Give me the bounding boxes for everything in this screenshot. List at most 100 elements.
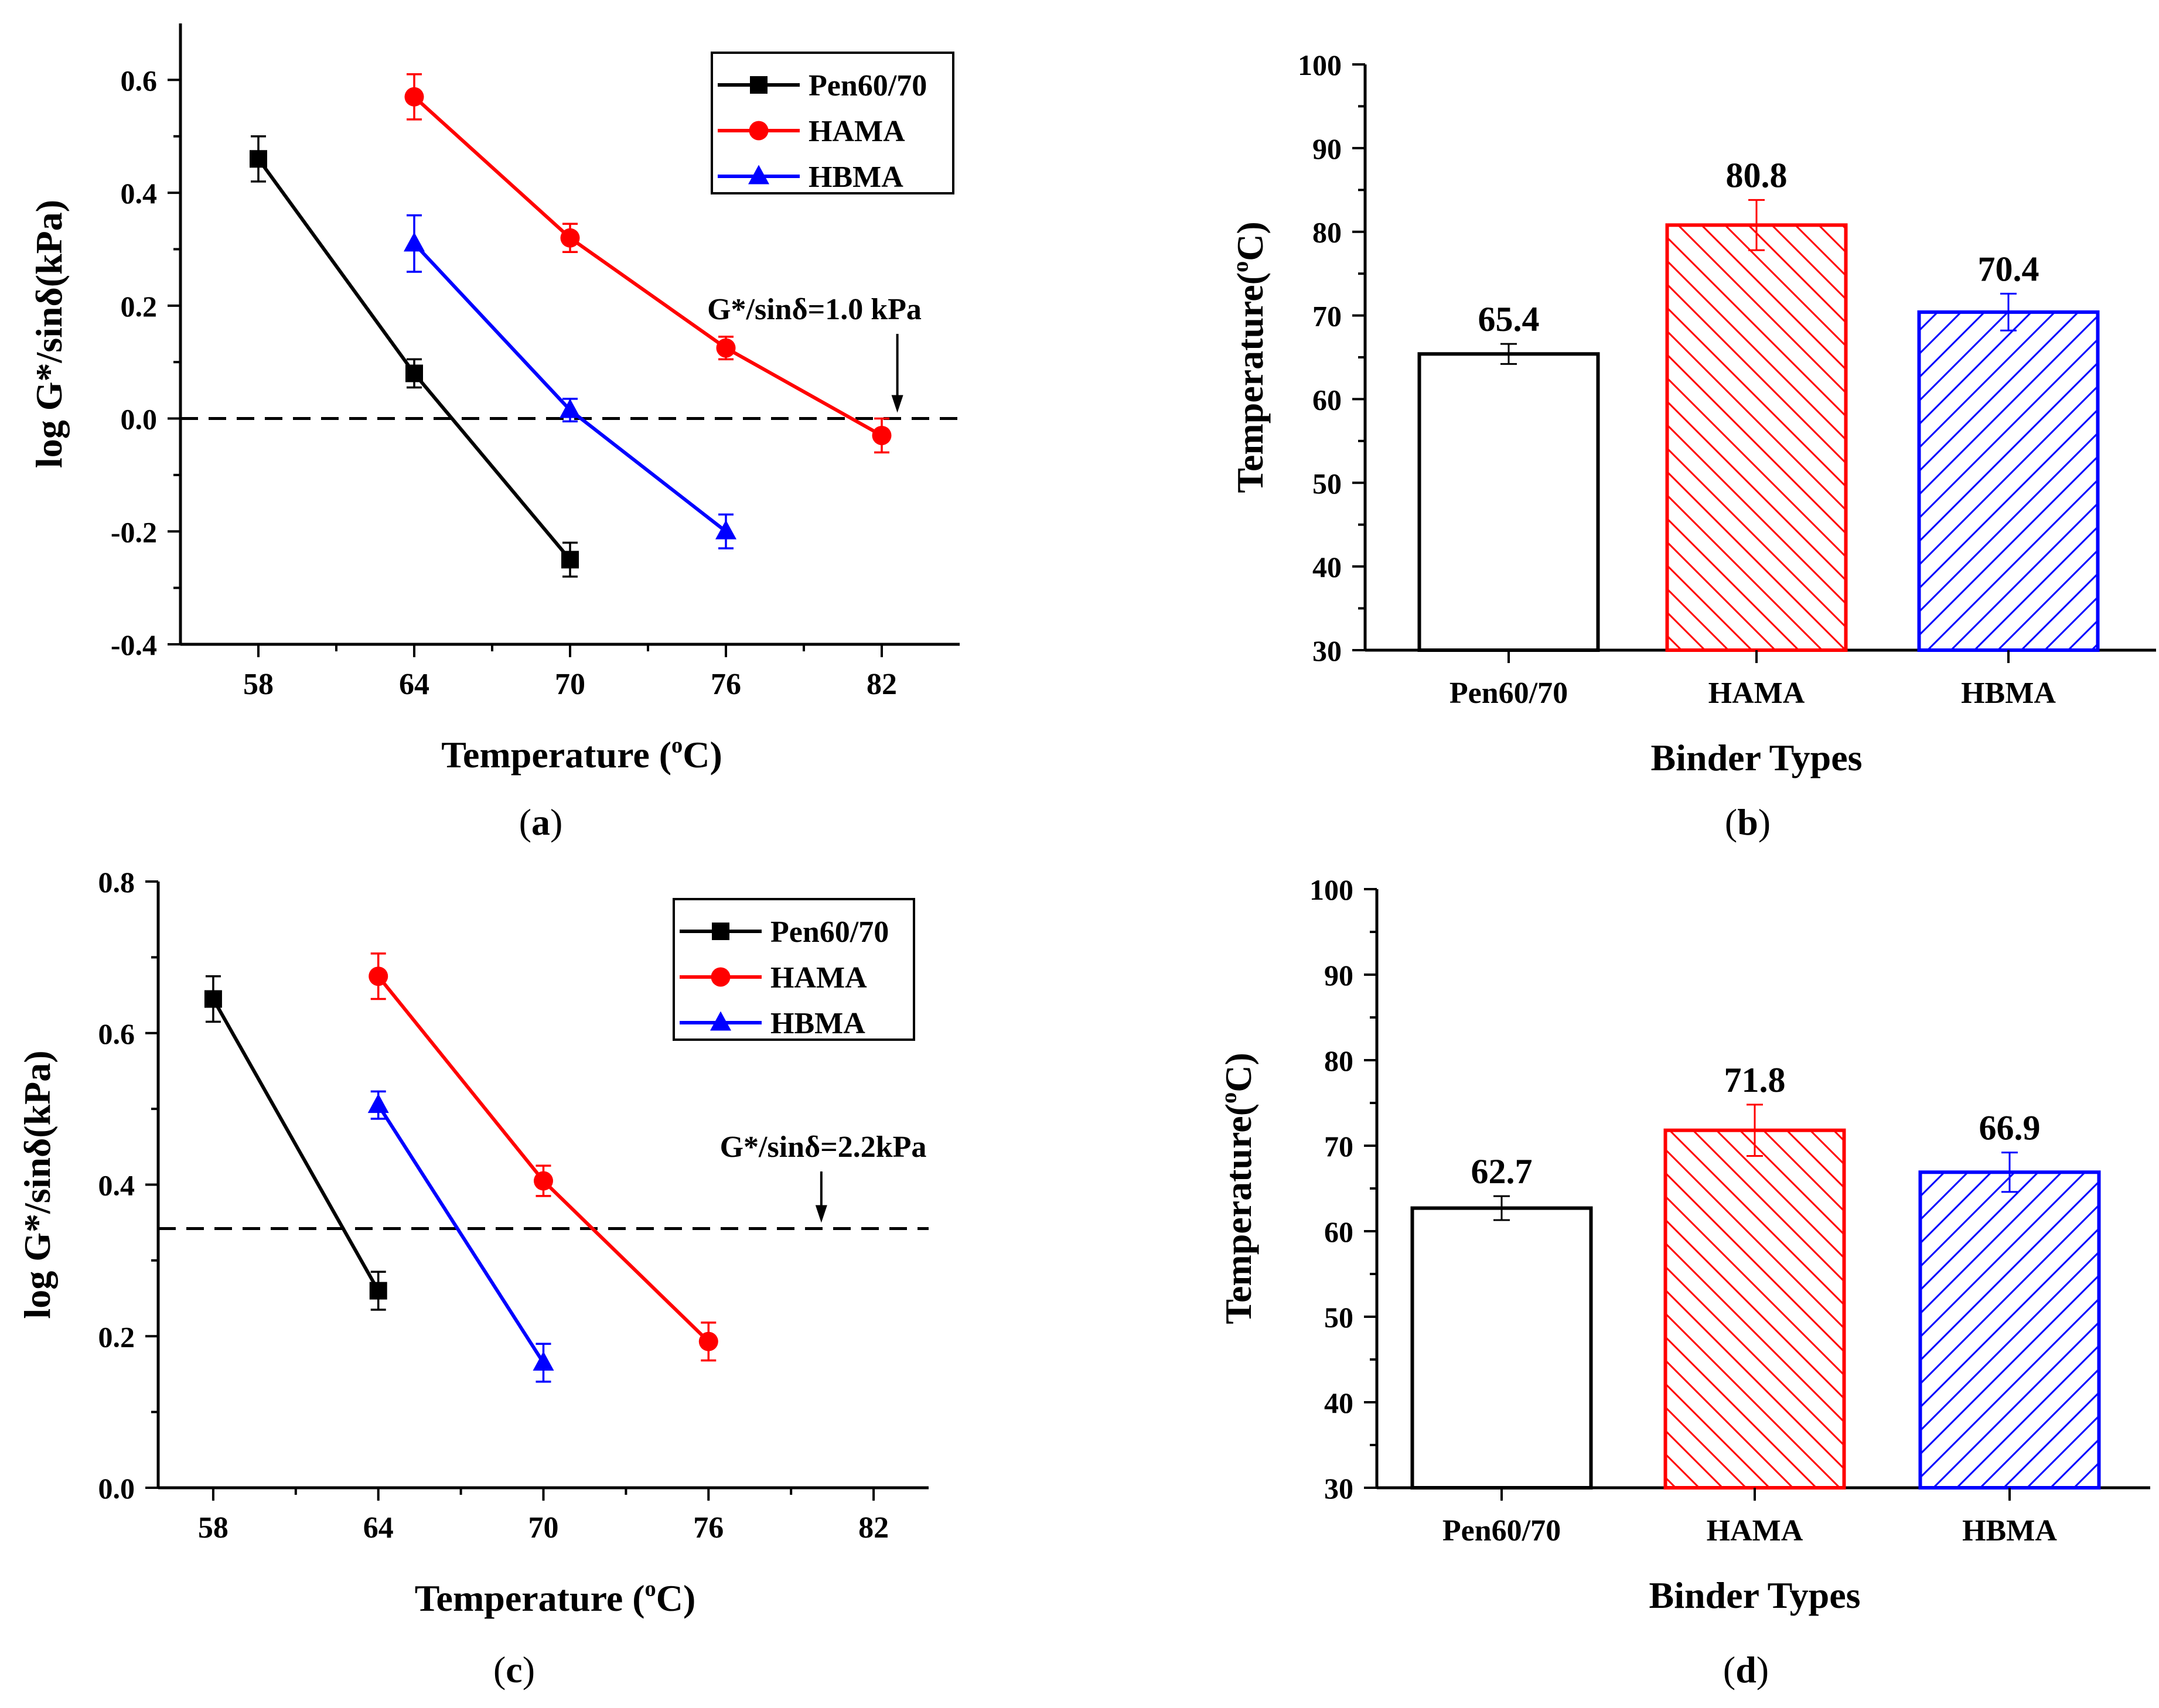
y-tick-label: 70 <box>1324 1130 1353 1163</box>
y-tick-label: 60 <box>1312 383 1342 416</box>
panel-label: (b) <box>1725 801 1771 843</box>
chart-b: 30 40 50 60 70 80 90 100 65.4 Pen60/70 80.8 HAMA 70.… <box>1228 49 2156 843</box>
y-tick-label: 100 <box>1309 873 1353 906</box>
threshold-arrow-head <box>815 1205 827 1223</box>
x-tick-label: 64 <box>399 668 429 701</box>
legend: Pen60/70 HAMA HBMA <box>711 52 954 194</box>
value-label: 62.7 <box>1471 1152 1533 1191</box>
legend-label: HAMA <box>770 961 867 995</box>
bar-pen60-70 <box>1410 1206 1593 1490</box>
legend-marker <box>711 967 731 987</box>
y-tick-label: 40 <box>1312 551 1342 583</box>
legend-label: HAMA <box>809 115 905 148</box>
legend-marker <box>710 1011 731 1031</box>
x-tick-label: 82 <box>867 668 897 701</box>
series-line <box>412 95 883 438</box>
series-hama <box>369 952 718 1362</box>
y-tick-label: 0.8 <box>98 866 135 899</box>
chart-a: 58 64 70 76 82 -0.4 -0.2 0.0 0.2 0.4 0.6 G*/sinδ=1.… <box>28 23 960 843</box>
series-pen60-70 <box>204 975 387 1311</box>
data-point <box>716 338 736 358</box>
panel-label: (c) <box>493 1649 535 1690</box>
x-axis-title: Binder Types <box>1649 1574 1861 1616</box>
y-tick-label: 0.0 <box>98 1472 135 1505</box>
y-tick-label: 0.6 <box>121 64 158 97</box>
bar-hbma <box>1918 1170 2101 1490</box>
y-tick-label: 90 <box>1312 132 1342 165</box>
x-tick-label: HBMA <box>1962 1514 2057 1548</box>
y-axis-title: log G*/sinδ(kPa) <box>28 200 70 468</box>
chart-c: 58 64 70 76 82 0.0 0.2 0.4 0.6 0.8 G*/sinδ=2.2kPa P… <box>16 866 929 1690</box>
value-label: 65.4 <box>1478 300 1540 339</box>
legend-marker <box>750 76 768 94</box>
y-tick-label: 0.4 <box>121 177 158 210</box>
x-tick-label: 70 <box>555 668 585 701</box>
series-line <box>412 242 727 533</box>
x-tick-label: 58 <box>243 668 274 701</box>
data-point <box>367 1094 389 1113</box>
y-tick-label: 50 <box>1324 1301 1353 1334</box>
y-tick-label: 80 <box>1312 216 1342 249</box>
legend-label: HBMA <box>809 160 903 194</box>
data-point <box>250 150 267 168</box>
y-tick-label: 70 <box>1312 300 1342 333</box>
series-pen60-70 <box>250 135 579 578</box>
threshold-label: G*/sinδ=1.0 kPa <box>707 293 922 326</box>
x-tick-label: 70 <box>528 1511 559 1545</box>
x-axis-title: Binder Types <box>1651 737 1863 778</box>
series-hbma <box>404 214 736 549</box>
x-tick-label: 76 <box>693 1511 724 1545</box>
data-point <box>560 228 580 248</box>
y-tick-label: 90 <box>1324 959 1353 992</box>
data-point <box>369 966 388 986</box>
x-tick-label: Pen60/70 <box>1449 677 1568 710</box>
y-tick-label: 50 <box>1312 467 1342 500</box>
value-label: 80.8 <box>1726 156 1788 194</box>
x-axis-title: Temperature (oC) <box>415 1576 696 1619</box>
legend-label: HBMA <box>770 1007 865 1040</box>
y-axis-title: Temperature(oC) <box>1228 221 1271 493</box>
data-point <box>698 1331 718 1351</box>
legend: Pen60/70 HAMA HBMA <box>673 898 915 1041</box>
x-tick-label: 82 <box>858 1511 889 1545</box>
y-axis-title: log G*/sinδ(kPa) <box>16 1050 58 1318</box>
x-tick-label: 76 <box>711 668 741 701</box>
x-tick-label: HBMA <box>1961 677 2056 710</box>
data-point <box>405 364 423 382</box>
y-tick-label: 60 <box>1324 1215 1353 1248</box>
y-tick-label: 0.4 <box>98 1169 135 1202</box>
bar-hama <box>1665 223 1848 652</box>
bar-hama <box>1663 1128 1846 1490</box>
data-point <box>560 398 581 418</box>
value-label: 70.4 <box>1978 250 2039 288</box>
series-line <box>212 998 380 1292</box>
threshold-arrow-head <box>891 395 903 413</box>
panel-label: (d) <box>1723 1649 1769 1690</box>
data-point <box>561 551 579 569</box>
series-hama <box>404 73 892 454</box>
x-tick-label: Pen60/70 <box>1442 1514 1561 1548</box>
bar-hbma <box>1917 310 2100 652</box>
y-tick-label: 30 <box>1324 1472 1353 1505</box>
series-hbma <box>367 1090 554 1383</box>
data-point <box>404 87 424 107</box>
value-label: 71.8 <box>1724 1061 1786 1099</box>
legend-label: Pen60/70 <box>809 69 927 103</box>
x-tick-label: HAMA <box>1707 1514 1803 1548</box>
y-tick-label: 100 <box>1298 49 1342 81</box>
y-tick-label: 40 <box>1324 1386 1353 1419</box>
legend-marker <box>748 165 769 185</box>
legend-marker <box>712 923 729 940</box>
data-point <box>369 1282 387 1300</box>
x-tick-label: 64 <box>363 1511 394 1545</box>
y-tick-label: 30 <box>1312 634 1342 667</box>
legend-label: Pen60/70 <box>770 916 889 949</box>
y-tick-label: 0.6 <box>98 1017 135 1050</box>
legend-marker <box>749 121 769 141</box>
threshold-label: G*/sinδ=2.2kPa <box>720 1130 927 1164</box>
data-point <box>404 232 425 252</box>
x-axis-title: Temperature (oC) <box>441 733 722 776</box>
series-line <box>377 1104 545 1364</box>
series-line <box>377 975 710 1343</box>
